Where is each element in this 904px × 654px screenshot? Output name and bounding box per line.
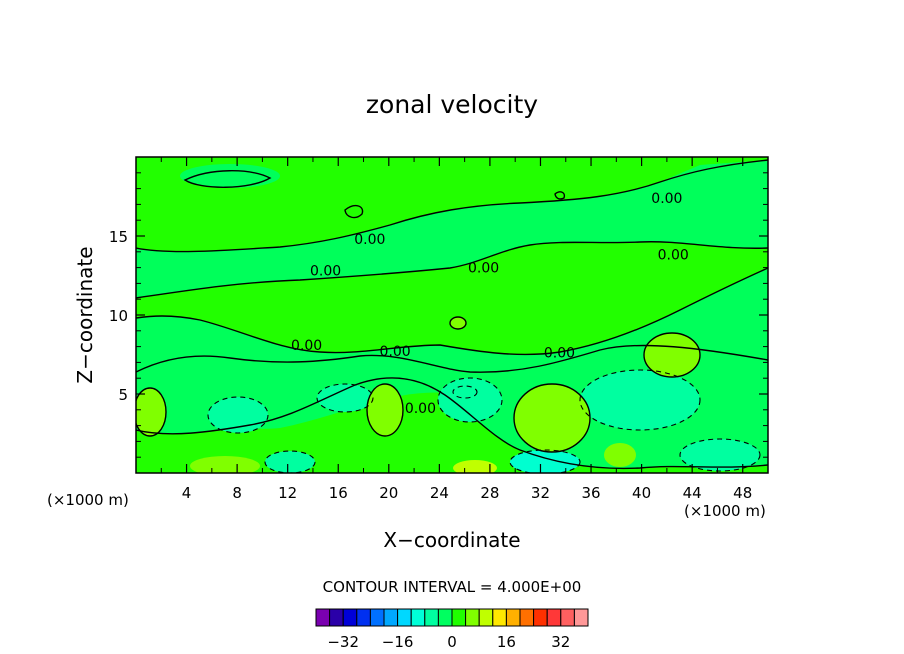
fill-high-1 <box>514 384 590 452</box>
fill-high-7 <box>604 443 636 467</box>
colorbar-swatch-4 <box>369 608 385 627</box>
x-tick-label-11: 48 <box>733 484 752 502</box>
fill-high-5 <box>190 456 260 473</box>
x-tick-label-10: 44 <box>683 484 702 502</box>
colorbar-swatch-0 <box>315 608 331 627</box>
fill-low-4 <box>580 370 700 430</box>
contour-label-6: 0.00 <box>380 344 411 360</box>
contour-label-4: 0.00 <box>651 191 682 207</box>
colorbar-swatch-10 <box>451 608 467 627</box>
contour-label-7: 0.00 <box>544 346 575 362</box>
colorbar-swatch-7 <box>410 608 426 627</box>
x-axis: 4 8 12 16 20 24 28 32 36 40 44 48 <box>160 157 752 502</box>
colorbar-swatch-18 <box>560 608 575 627</box>
colorbar-swatch-19 <box>573 608 589 627</box>
colorbar-label-1: −16 <box>382 633 414 651</box>
chart-title: zonal velocity <box>366 90 538 119</box>
colorbar-swatch-12 <box>478 608 494 627</box>
x-tick-label-1: 8 <box>232 484 242 502</box>
colorbar-label-3: 16 <box>497 633 516 651</box>
y-axis-label: Z−coordinate <box>73 246 97 383</box>
contour-labels: 0.00 0.00 0.00 0.00 0.00 0.00 0.00 0.00 0.00 <box>291 191 689 417</box>
contour-label-2: 0.00 <box>468 260 499 276</box>
x-tick-label-9: 40 <box>632 484 651 502</box>
colorbar-swatch-14 <box>505 608 521 627</box>
x-tick-label-0: 4 <box>182 484 192 502</box>
fill-high-3 <box>644 333 700 377</box>
colorbar-ticks: −32 −16 0 16 32 <box>327 633 570 651</box>
fill-high-4 <box>136 388 166 436</box>
colorbar-swatch-17 <box>546 608 562 627</box>
y-tick-label-0: 5 <box>118 386 128 404</box>
fill-low-2 <box>317 384 373 412</box>
contour-label-5: 0.00 <box>291 338 322 354</box>
x-tick-label-2: 12 <box>278 484 297 502</box>
fill-high-8 <box>450 317 466 329</box>
colorbar-swatch-2 <box>342 608 358 627</box>
contour-label-8: 0.00 <box>405 401 436 417</box>
colorbar-swatch-16 <box>533 608 548 627</box>
x-unit-right: (×1000 m) <box>684 502 766 520</box>
fill-low-5 <box>510 450 580 473</box>
contour-label-1: 0.00 <box>310 264 341 280</box>
x-unit-left: (×1000 m) <box>47 491 129 509</box>
x-tick-label-4: 20 <box>379 484 398 502</box>
colorbar <box>315 608 589 627</box>
fill-low-6 <box>680 439 760 471</box>
colorbar-swatch-6 <box>397 608 412 627</box>
solid-contours <box>136 159 768 470</box>
colorbar-label-0: −32 <box>327 633 359 651</box>
colorbar-swatch-13 <box>492 608 507 627</box>
x-tick-label-3: 16 <box>329 484 348 502</box>
fill-upper-blob <box>180 164 280 188</box>
colorbar-swatch-1 <box>329 608 344 627</box>
x-tick-label-5: 24 <box>430 484 449 502</box>
y-tick-label-1: 10 <box>109 307 128 325</box>
colorbar-swatch-9 <box>437 608 453 627</box>
colorbar-label-2: 0 <box>447 633 457 651</box>
fill-low-7 <box>265 451 315 473</box>
fill-high-6 <box>453 460 497 473</box>
colorbar-swatch-15 <box>519 608 535 627</box>
plot-area <box>136 157 768 473</box>
contour-interval: CONTOUR INTERVAL = 4.000E+00 <box>323 578 582 596</box>
dashed-contours <box>207 369 761 473</box>
contour-label-0: 0.00 <box>354 232 385 248</box>
y-axis: 5 10 15 <box>109 172 768 458</box>
fill-region-upper-green <box>136 241 768 355</box>
x-tick-label-7: 32 <box>531 484 550 502</box>
y-tick-label-2: 15 <box>109 228 128 246</box>
colorbar-label-4: 32 <box>551 633 570 651</box>
colorbar-swatch-8 <box>424 608 439 627</box>
colorbar-swatch-11 <box>465 608 480 627</box>
colorbar-swatch-5 <box>383 608 399 627</box>
x-tick-label-6: 28 <box>480 484 499 502</box>
x-tick-label-8: 36 <box>581 484 600 502</box>
fill-high-2 <box>367 384 403 436</box>
fill-region-lower-green <box>136 377 768 473</box>
x-axis-label: X−coordinate <box>383 528 520 552</box>
contour-label-3: 0.00 <box>658 248 689 264</box>
colorbar-swatch-3 <box>356 608 371 627</box>
